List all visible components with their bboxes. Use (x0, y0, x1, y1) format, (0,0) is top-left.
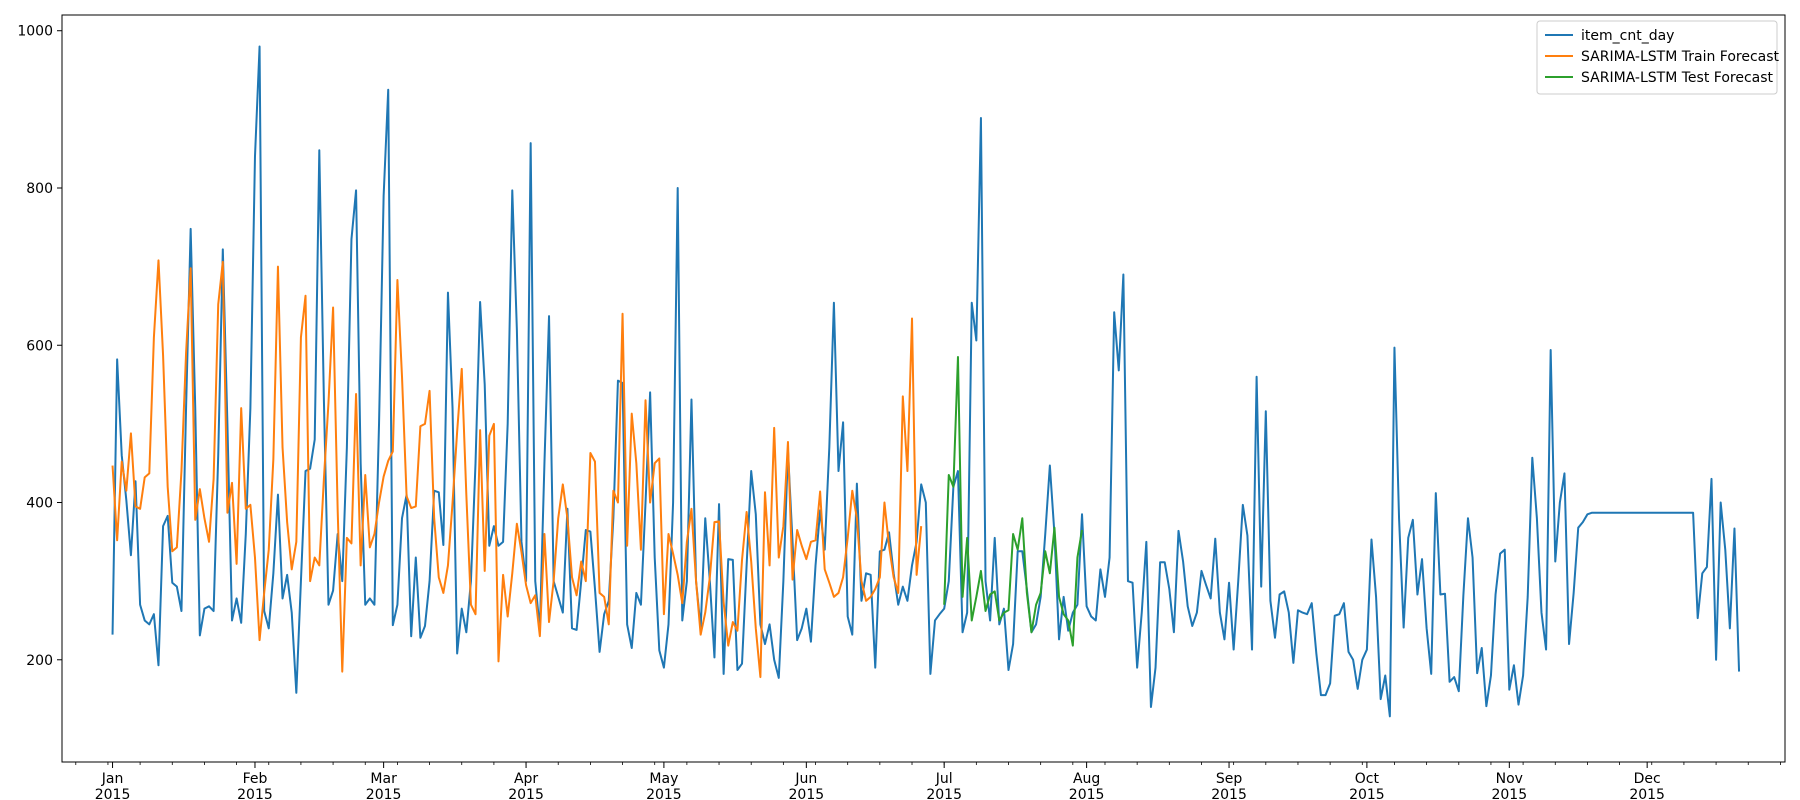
x-tick-label-month: Feb (243, 771, 268, 787)
x-tick-label-month: Jul (935, 771, 953, 787)
x-tick-label-year: 2015 (1491, 787, 1527, 800)
x-tick-label-year: 2015 (1069, 787, 1105, 800)
x-tick-label-month: May (649, 771, 678, 787)
x-tick-label-year: 2015 (926, 787, 962, 800)
x-tick-label-year: 2015 (95, 787, 131, 800)
y-tick-label: 200 (26, 653, 53, 669)
legend-label-2: SARIMA-LSTM Test Forecast (1581, 70, 1774, 86)
series-layer (111, 45, 1741, 718)
x-tick-label-year: 2015 (1211, 787, 1247, 800)
x-tick-label-year: 2015 (366, 787, 402, 800)
x-axis: Jan2015Feb2015Mar2015Apr2015May2015Jun20… (75, 762, 1781, 800)
x-tick-label-year: 2015 (1629, 787, 1665, 800)
x-tick-label-month: Nov (1496, 771, 1523, 787)
x-tick-label-month: Dec (1634, 771, 1661, 787)
legend-box (1536, 20, 1778, 95)
series-line-2 (943, 356, 1084, 647)
legend: item_cnt_day SARIMA-LSTM Train Forecast SA… (1536, 20, 1780, 95)
x-tick-label-year: 2015 (237, 787, 273, 800)
x-tick-label-year: 2015 (508, 787, 544, 800)
y-axis: 200 400 600 800 1000 (17, 24, 62, 669)
x-tick-label-month: Aug (1073, 771, 1100, 787)
y-tick-label: 400 (26, 496, 53, 512)
plot-frame (61, 14, 1786, 763)
series-line-0 (111, 45, 1741, 718)
x-tick-label-month: Jun (794, 771, 817, 787)
y-tick-label: 1000 (17, 24, 53, 40)
legend-label-1: SARIMA-LSTM Train Forecast (1581, 49, 1780, 65)
x-tick-label-year: 2015 (1349, 787, 1385, 800)
x-tick-label-year: 2015 (646, 787, 682, 800)
legend-label-0: item_cnt_day (1581, 28, 1674, 44)
x-tick-label-month: Apr (514, 771, 538, 787)
x-tick-label-month: Mar (370, 771, 397, 787)
x-tick-label-month: Sep (1216, 771, 1243, 787)
x-tick-label-year: 2015 (789, 787, 825, 800)
x-tick-label-month: Jan (101, 771, 124, 787)
x-tick-label-month: Oct (1355, 771, 1380, 787)
y-tick-label: 600 (26, 338, 53, 354)
y-tick-label: 800 (26, 181, 53, 197)
series-line-1 (111, 259, 923, 679)
